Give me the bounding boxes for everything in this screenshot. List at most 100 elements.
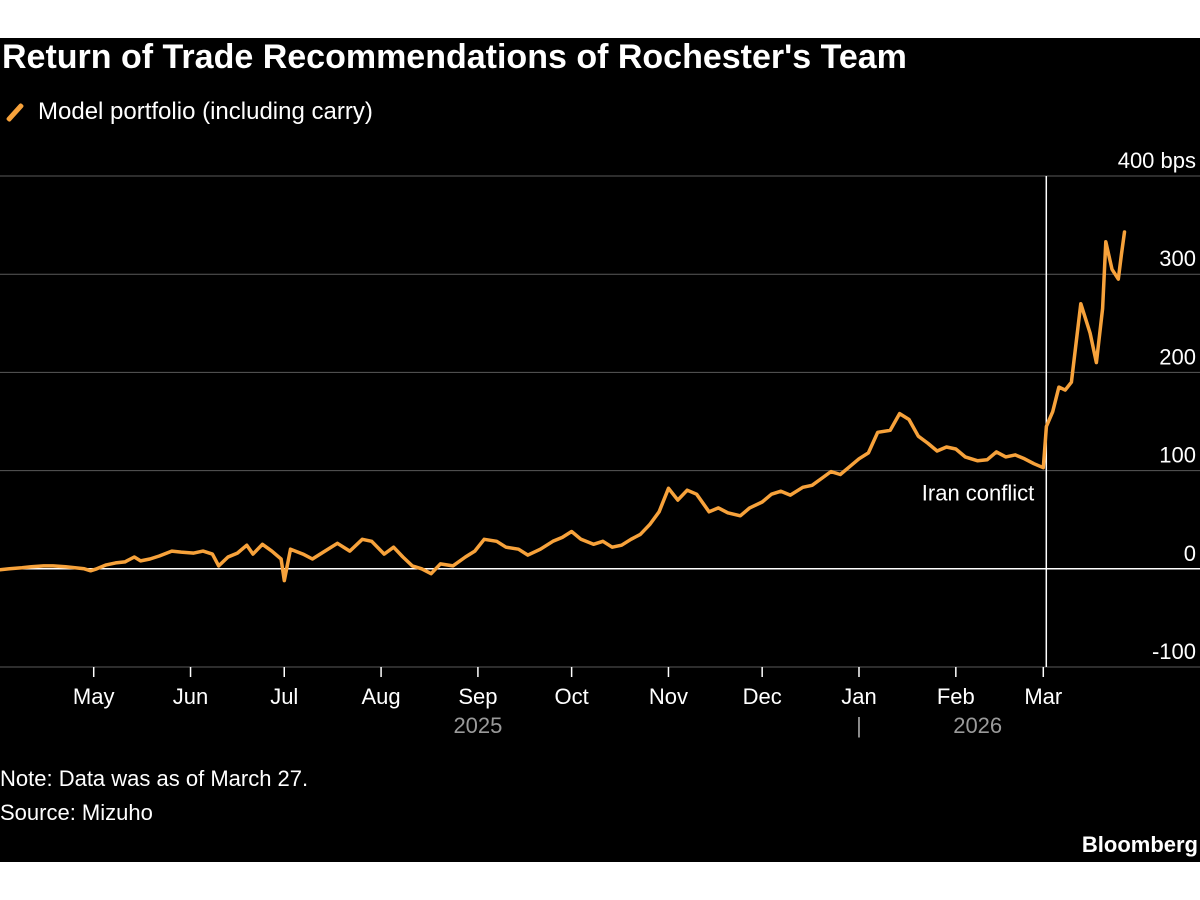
- data-point: [261, 543, 264, 546]
- data-point: [83, 567, 86, 570]
- data-point: [392, 545, 395, 549]
- data-point: [1051, 410, 1054, 413]
- data-point: [770, 492, 773, 496]
- data-point: [839, 473, 842, 476]
- data-point: [20, 566, 24, 570]
- data-point: [42, 564, 45, 568]
- data-point: [301, 552, 305, 556]
- data-point: [707, 510, 711, 514]
- x-tick-label: Mar: [1024, 684, 1062, 709]
- data-point: [1104, 240, 1107, 243]
- data-point: [995, 450, 998, 454]
- data-point: [629, 538, 633, 541]
- data-point: [348, 549, 352, 553]
- data-point: [1101, 307, 1104, 310]
- data-point: [105, 563, 108, 567]
- data-point: [907, 418, 911, 421]
- y-tick-label: 200: [1159, 344, 1196, 369]
- data-point: [779, 490, 783, 493]
- x-tick-label: Jul: [270, 684, 298, 709]
- data-point: [1120, 253, 1123, 256]
- data-point: [551, 540, 555, 543]
- x-tick-label: Jun: [173, 684, 208, 709]
- chart-title: Return of Trade Recommendations of Roche…: [2, 38, 907, 76]
- data-point: [857, 457, 861, 461]
- x-tick-label: May: [73, 684, 115, 709]
- data-point: [217, 564, 220, 568]
- data-point: [726, 511, 730, 515]
- data-point: [289, 547, 292, 551]
- year-label: 2026: [953, 713, 1002, 738]
- data-point: [1110, 268, 1114, 271]
- data-point: [620, 544, 623, 547]
- data-point: [451, 564, 455, 568]
- data-point: [8, 567, 11, 570]
- data-point: [1023, 457, 1026, 461]
- data-point: [829, 470, 833, 473]
- data-point: [139, 559, 142, 563]
- data-point: [657, 510, 661, 514]
- data-point: [30, 565, 33, 569]
- data-point: [695, 492, 698, 496]
- data-point: [411, 564, 414, 568]
- data-point: [945, 445, 948, 449]
- data-point: [1057, 385, 1061, 389]
- legend-label: Model portfolio (including carry): [38, 98, 373, 125]
- data-point: [370, 540, 373, 543]
- x-tick-label: Sep: [458, 684, 497, 709]
- data-point: [964, 455, 967, 459]
- data-point: [482, 538, 486, 541]
- data-point: [1070, 381, 1073, 384]
- data-point: [1117, 277, 1120, 281]
- data-point: [717, 506, 720, 510]
- y-tick-label: 400 bps: [1118, 148, 1196, 173]
- data-point: [1095, 361, 1098, 364]
- data-point: [579, 538, 583, 541]
- data-point: [898, 412, 901, 415]
- data-point: [867, 451, 870, 455]
- data-point: [1063, 388, 1067, 392]
- data-point: [158, 554, 161, 558]
- data-point: [848, 465, 851, 468]
- data-point: [1079, 302, 1082, 305]
- data-point: [539, 547, 542, 551]
- data-point: [73, 566, 77, 570]
- data-point: [611, 545, 614, 549]
- data-point: [361, 538, 364, 541]
- y-tick-label: -100: [1152, 639, 1196, 664]
- data-point: [667, 487, 670, 490]
- data-point: [95, 567, 99, 570]
- data-point: [336, 542, 339, 545]
- data-point: [676, 498, 680, 502]
- data-point: [323, 549, 327, 553]
- data-point: [526, 553, 530, 557]
- data-point: [954, 447, 958, 451]
- data-point: [133, 555, 136, 559]
- data-point: [429, 572, 433, 575]
- data-point: [592, 543, 595, 546]
- data-point: [876, 431, 879, 434]
- data-point: [420, 567, 423, 570]
- data-point: [251, 552, 255, 556]
- data-point: [114, 561, 117, 565]
- data-point: [935, 449, 939, 453]
- data-point: [439, 562, 442, 566]
- series-line: [0, 230, 1127, 583]
- data-point: [561, 536, 564, 539]
- data-point: [1123, 230, 1126, 234]
- x-tick-label: Nov: [649, 684, 688, 709]
- data-point: [1032, 462, 1036, 465]
- chart-note: Note: Data was as of March 27.: [0, 766, 309, 791]
- chart-frame: Return of Trade Recommendations of Roche…: [0, 38, 1200, 862]
- x-tick-label: Feb: [937, 684, 975, 709]
- data-point: [926, 441, 929, 445]
- data-point: [311, 557, 314, 561]
- data-point: [192, 551, 195, 555]
- data-point: [601, 540, 605, 543]
- y-tick-label: 100: [1159, 443, 1196, 468]
- data-point: [226, 555, 230, 559]
- data-point: [748, 506, 751, 510]
- data-point: [889, 429, 892, 432]
- x-tick-label: Jan: [841, 684, 876, 709]
- data-point: [639, 533, 642, 536]
